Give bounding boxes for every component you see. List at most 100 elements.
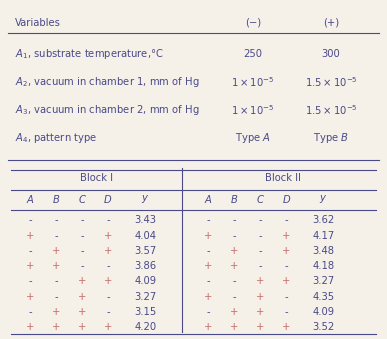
Text: +: + (256, 276, 265, 286)
Text: -: - (259, 231, 262, 241)
Text: Type $B$: Type $B$ (313, 131, 349, 145)
Text: -: - (54, 276, 58, 286)
Text: -: - (207, 276, 210, 286)
Text: -: - (28, 246, 32, 256)
Text: +: + (26, 322, 34, 332)
Text: +: + (256, 307, 265, 317)
Text: +: + (282, 276, 291, 286)
Text: +: + (104, 246, 112, 256)
Text: -: - (284, 215, 288, 225)
Text: 3.48: 3.48 (313, 246, 334, 256)
Text: Block II: Block II (265, 173, 301, 183)
Text: $A_3$, vacuum in chamber 2, mm of Hg: $A_3$, vacuum in chamber 2, mm of Hg (15, 103, 200, 117)
Text: +: + (282, 246, 291, 256)
Text: -: - (207, 246, 210, 256)
Text: +: + (78, 307, 86, 317)
Text: -: - (233, 215, 236, 225)
Text: +: + (52, 261, 60, 271)
Text: 3.52: 3.52 (312, 322, 335, 332)
Text: $A_1$, substrate temperature,°C: $A_1$, substrate temperature,°C (15, 46, 164, 61)
Text: 4.17: 4.17 (312, 231, 335, 241)
Text: 3.27: 3.27 (312, 276, 335, 286)
Text: 4.04: 4.04 (134, 231, 156, 241)
Text: $y$: $y$ (319, 193, 328, 205)
Text: +: + (256, 322, 265, 332)
Text: 3.27: 3.27 (134, 292, 156, 302)
Text: Block I: Block I (80, 173, 113, 183)
Text: -: - (259, 261, 262, 271)
Text: +: + (256, 292, 265, 302)
Text: $B$: $B$ (52, 193, 60, 205)
Text: $C$: $C$ (256, 193, 265, 205)
Text: -: - (80, 215, 84, 225)
Text: -: - (54, 292, 58, 302)
Text: +: + (52, 307, 60, 317)
Text: $1 \times 10^{-5}$: $1 \times 10^{-5}$ (231, 75, 274, 88)
Text: +: + (52, 322, 60, 332)
Text: +: + (230, 307, 238, 317)
Text: -: - (106, 215, 110, 225)
Text: -: - (233, 231, 236, 241)
Text: $A$: $A$ (204, 193, 213, 205)
Text: $A$: $A$ (26, 193, 34, 205)
Text: +: + (282, 231, 291, 241)
Text: 250: 250 (243, 48, 262, 59)
Text: +: + (204, 322, 212, 332)
Text: 3.86: 3.86 (134, 261, 156, 271)
Text: -: - (54, 231, 58, 241)
Text: $D$: $D$ (103, 193, 113, 205)
Text: -: - (54, 215, 58, 225)
Text: $1 \times 10^{-5}$: $1 \times 10^{-5}$ (231, 103, 274, 117)
Text: 3.57: 3.57 (134, 246, 156, 256)
Text: +: + (52, 246, 60, 256)
Text: +: + (26, 292, 34, 302)
Text: +: + (204, 292, 212, 302)
Text: -: - (284, 307, 288, 317)
Text: -: - (259, 246, 262, 256)
Text: +: + (78, 322, 86, 332)
Text: -: - (106, 292, 110, 302)
Text: $B$: $B$ (230, 193, 238, 205)
Text: $A_2$, vacuum in chamber 1, mm of Hg: $A_2$, vacuum in chamber 1, mm of Hg (15, 75, 200, 88)
Text: +: + (204, 231, 212, 241)
Text: -: - (207, 215, 210, 225)
Text: 3.43: 3.43 (134, 215, 156, 225)
Text: -: - (80, 231, 84, 241)
Text: +: + (78, 276, 86, 286)
Text: +: + (230, 261, 238, 271)
Text: +: + (26, 231, 34, 241)
Text: +: + (204, 261, 212, 271)
Text: Type $A$: Type $A$ (235, 131, 271, 145)
Text: 3.62: 3.62 (312, 215, 335, 225)
Text: 3.15: 3.15 (134, 307, 156, 317)
Text: $y$: $y$ (141, 193, 149, 205)
Text: $D$: $D$ (282, 193, 291, 205)
Text: -: - (284, 261, 288, 271)
Text: -: - (28, 307, 32, 317)
Text: $1.5 \times 10^{-5}$: $1.5 \times 10^{-5}$ (305, 103, 357, 117)
Text: +: + (230, 246, 238, 256)
Text: $A_4$, pattern type: $A_4$, pattern type (15, 131, 98, 145)
Text: -: - (233, 276, 236, 286)
Text: $1.5 \times 10^{-5}$: $1.5 \times 10^{-5}$ (305, 75, 357, 88)
Text: -: - (259, 215, 262, 225)
Text: -: - (80, 246, 84, 256)
Text: +: + (104, 276, 112, 286)
Text: -: - (106, 261, 110, 271)
Text: -: - (28, 276, 32, 286)
Text: -: - (207, 307, 210, 317)
Text: -: - (233, 292, 236, 302)
Text: +: + (78, 292, 86, 302)
Text: +: + (282, 322, 291, 332)
Text: 4.09: 4.09 (312, 307, 335, 317)
Text: +: + (104, 322, 112, 332)
Text: -: - (106, 307, 110, 317)
Text: 4.20: 4.20 (134, 322, 156, 332)
Text: 4.35: 4.35 (312, 292, 335, 302)
Text: -: - (284, 292, 288, 302)
Text: +: + (26, 261, 34, 271)
Text: (−): (−) (245, 18, 261, 28)
Text: 300: 300 (322, 48, 340, 59)
Text: (+): (+) (323, 18, 339, 28)
Text: +: + (104, 231, 112, 241)
